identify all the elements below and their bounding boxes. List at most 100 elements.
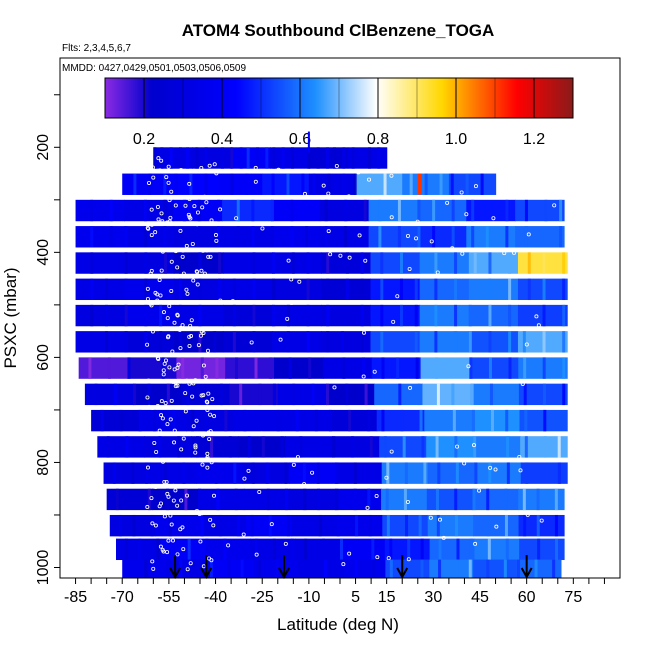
heat-streak bbox=[378, 226, 382, 248]
heat-streak bbox=[562, 252, 566, 274]
sample-point bbox=[185, 291, 190, 296]
sample-point bbox=[206, 391, 211, 396]
sample-point bbox=[196, 300, 201, 305]
heat-streak bbox=[198, 252, 202, 274]
heat-streak bbox=[470, 383, 474, 406]
sample-point bbox=[164, 175, 169, 180]
sample-point bbox=[435, 270, 440, 275]
heat-cell bbox=[223, 331, 273, 353]
sample-point bbox=[198, 539, 203, 544]
heat-streak bbox=[434, 331, 438, 353]
sample-point bbox=[168, 215, 173, 220]
sample-point bbox=[145, 342, 150, 347]
heat-streak bbox=[316, 462, 320, 484]
heat-streak bbox=[281, 147, 285, 169]
sample-point bbox=[191, 424, 196, 429]
sample-point bbox=[181, 547, 186, 552]
arrow-head bbox=[200, 567, 213, 580]
sample-point bbox=[173, 380, 178, 385]
heat-streak bbox=[150, 514, 154, 537]
heat-streak bbox=[272, 147, 276, 169]
heat-streak bbox=[184, 488, 188, 511]
heat-cell bbox=[335, 462, 383, 484]
heat-streak bbox=[160, 147, 164, 169]
heat-streak bbox=[236, 199, 240, 222]
heat-streak bbox=[503, 559, 507, 578]
colorbar-tick-label: 0.2 bbox=[133, 131, 155, 148]
heat-streak bbox=[344, 199, 348, 222]
heat-cell bbox=[335, 488, 382, 511]
sample-point bbox=[153, 523, 158, 528]
sample-point bbox=[211, 523, 216, 528]
heat-cell bbox=[291, 514, 338, 537]
heat-cell bbox=[288, 462, 336, 484]
sample-point bbox=[201, 330, 206, 335]
sample-point bbox=[201, 393, 206, 398]
heat-streak bbox=[308, 357, 312, 379]
sample-point bbox=[170, 538, 175, 543]
heat-streak bbox=[524, 199, 528, 222]
heat-streak bbox=[132, 514, 136, 537]
heat-cell bbox=[191, 436, 239, 458]
heat-streak bbox=[399, 278, 403, 301]
sample-point bbox=[184, 493, 189, 498]
sample-point bbox=[159, 158, 164, 163]
sample-point bbox=[149, 207, 154, 212]
heat-streak bbox=[252, 278, 256, 301]
heat-streak bbox=[335, 488, 339, 511]
heat-streak bbox=[295, 409, 299, 432]
sample-point bbox=[205, 465, 210, 470]
sample-point bbox=[145, 296, 150, 301]
x-tick-label: 30 bbox=[424, 589, 442, 606]
heat-cell bbox=[417, 226, 467, 248]
sample-point bbox=[168, 513, 173, 518]
heat-cell bbox=[474, 538, 520, 561]
sample-point bbox=[205, 451, 210, 456]
heat-streak bbox=[147, 383, 151, 406]
heat-streak bbox=[290, 538, 294, 561]
heat-cell bbox=[124, 304, 175, 327]
heat-streak bbox=[178, 252, 182, 274]
heat-streak bbox=[286, 173, 290, 195]
heat-streak bbox=[437, 462, 441, 484]
sample-point bbox=[200, 205, 205, 210]
sample-point bbox=[455, 444, 460, 449]
heat-streak bbox=[131, 462, 135, 484]
heat-streak bbox=[345, 252, 349, 274]
heat-cell bbox=[468, 304, 519, 327]
heat-streak bbox=[272, 304, 276, 327]
sample-point bbox=[488, 465, 493, 470]
sample-point bbox=[189, 334, 194, 339]
heat-cell bbox=[473, 436, 521, 458]
heat-streak bbox=[399, 304, 403, 327]
sample-point bbox=[172, 320, 177, 325]
heat-streak bbox=[340, 331, 344, 353]
heat-streak bbox=[420, 559, 424, 578]
sample-point bbox=[155, 298, 160, 303]
heat-cell bbox=[124, 252, 175, 274]
heat-cell bbox=[520, 462, 568, 484]
heat-cell bbox=[75, 278, 126, 301]
sample-point bbox=[169, 522, 174, 527]
flight-arrows bbox=[169, 555, 533, 580]
heat-streak bbox=[473, 252, 477, 274]
sample-point bbox=[192, 204, 197, 209]
sample-point bbox=[230, 299, 235, 304]
heat-cell bbox=[272, 304, 322, 327]
heat-cell bbox=[326, 383, 375, 406]
heat-cell bbox=[289, 488, 336, 511]
heat-streak bbox=[527, 278, 531, 301]
sample-point bbox=[526, 232, 531, 237]
sample-point bbox=[536, 323, 541, 328]
heat-streak bbox=[361, 357, 365, 379]
y-axis: 200 400 600 800 1000 bbox=[35, 94, 60, 585]
heat-cell bbox=[75, 226, 125, 248]
sample-point bbox=[186, 212, 191, 217]
heat-cell bbox=[277, 383, 327, 406]
sample-point bbox=[178, 228, 183, 233]
sample-points bbox=[145, 156, 557, 572]
sample-point bbox=[156, 156, 161, 161]
heat-streak bbox=[303, 488, 307, 511]
heat-streak bbox=[341, 559, 345, 578]
heat-cell bbox=[468, 278, 519, 301]
